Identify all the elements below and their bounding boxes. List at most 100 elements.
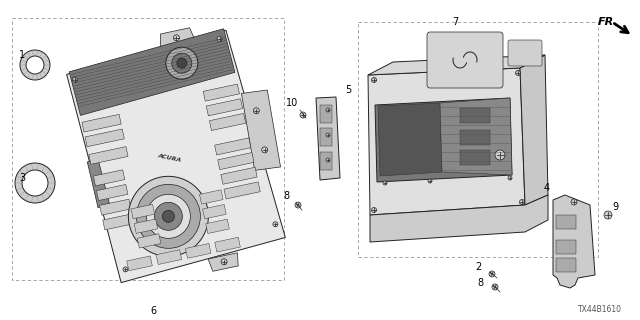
FancyBboxPatch shape <box>427 32 503 88</box>
Text: 2: 2 <box>475 262 481 272</box>
Circle shape <box>326 133 330 137</box>
Bar <box>12 18 284 280</box>
Polygon shape <box>368 55 545 75</box>
Circle shape <box>371 77 376 83</box>
Bar <box>460 150 490 165</box>
Polygon shape <box>203 84 239 101</box>
Polygon shape <box>186 244 211 258</box>
Polygon shape <box>440 98 512 175</box>
Bar <box>320 105 332 123</box>
Bar <box>556 215 576 229</box>
Polygon shape <box>131 204 155 219</box>
Circle shape <box>326 158 330 162</box>
Circle shape <box>495 150 505 160</box>
Polygon shape <box>520 55 548 205</box>
Polygon shape <box>67 30 285 283</box>
Circle shape <box>492 284 498 290</box>
Circle shape <box>163 210 174 222</box>
Circle shape <box>20 50 50 80</box>
Polygon shape <box>97 184 128 201</box>
Polygon shape <box>208 253 238 271</box>
Bar <box>358 22 598 257</box>
Circle shape <box>428 179 432 183</box>
Polygon shape <box>206 99 243 116</box>
Text: 6: 6 <box>150 306 156 316</box>
Circle shape <box>273 222 278 227</box>
Polygon shape <box>215 237 241 252</box>
Polygon shape <box>134 219 157 233</box>
Text: ACURA: ACURA <box>157 153 182 163</box>
Circle shape <box>177 58 187 68</box>
Polygon shape <box>200 190 223 204</box>
Circle shape <box>154 202 182 230</box>
Circle shape <box>147 194 190 238</box>
Bar <box>320 128 332 146</box>
Text: TX44B1610: TX44B1610 <box>578 306 622 315</box>
Text: 3: 3 <box>19 173 25 183</box>
Circle shape <box>123 267 128 272</box>
Polygon shape <box>103 214 134 230</box>
Polygon shape <box>218 153 254 170</box>
Bar <box>320 152 332 170</box>
Polygon shape <box>370 195 548 242</box>
Circle shape <box>72 77 77 82</box>
Text: 5: 5 <box>345 85 351 95</box>
Text: FR.: FR. <box>598 17 619 27</box>
Circle shape <box>326 108 330 112</box>
Circle shape <box>604 211 612 219</box>
Polygon shape <box>241 90 280 170</box>
Circle shape <box>129 176 209 256</box>
Polygon shape <box>127 256 152 271</box>
Bar <box>556 240 576 254</box>
Polygon shape <box>87 158 109 208</box>
Polygon shape <box>224 182 260 199</box>
Circle shape <box>136 184 200 248</box>
Text: 8: 8 <box>477 278 483 288</box>
Circle shape <box>173 35 179 41</box>
Polygon shape <box>553 195 595 288</box>
Circle shape <box>172 53 192 73</box>
FancyBboxPatch shape <box>508 40 542 66</box>
Text: 9: 9 <box>612 202 618 212</box>
Circle shape <box>15 163 55 203</box>
Polygon shape <box>137 234 161 248</box>
Polygon shape <box>100 199 131 215</box>
Bar <box>460 108 490 123</box>
Polygon shape <box>203 204 226 219</box>
Circle shape <box>166 47 198 79</box>
Polygon shape <box>85 129 124 147</box>
Circle shape <box>515 70 520 76</box>
Circle shape <box>253 108 259 114</box>
Circle shape <box>371 207 376 212</box>
Text: 10: 10 <box>286 98 298 108</box>
Polygon shape <box>205 219 229 234</box>
Polygon shape <box>82 114 121 132</box>
Polygon shape <box>378 103 442 176</box>
Bar <box>460 130 490 145</box>
Circle shape <box>300 112 306 118</box>
Polygon shape <box>368 68 525 215</box>
Circle shape <box>221 259 227 265</box>
Text: 4: 4 <box>544 183 550 193</box>
Circle shape <box>489 271 495 277</box>
Polygon shape <box>156 250 182 265</box>
Circle shape <box>22 170 48 196</box>
Polygon shape <box>93 170 125 186</box>
Text: 8: 8 <box>283 191 289 201</box>
Polygon shape <box>160 28 196 49</box>
Circle shape <box>383 181 387 185</box>
Circle shape <box>571 199 577 205</box>
Polygon shape <box>221 167 257 184</box>
Polygon shape <box>69 29 235 116</box>
Bar <box>556 258 576 272</box>
Polygon shape <box>316 97 340 180</box>
Circle shape <box>262 147 268 153</box>
Text: 7: 7 <box>452 17 458 27</box>
Circle shape <box>217 36 222 41</box>
Polygon shape <box>89 147 128 164</box>
Circle shape <box>295 202 301 208</box>
Circle shape <box>508 176 512 180</box>
Polygon shape <box>375 98 512 182</box>
Polygon shape <box>214 138 251 155</box>
Circle shape <box>26 56 44 74</box>
